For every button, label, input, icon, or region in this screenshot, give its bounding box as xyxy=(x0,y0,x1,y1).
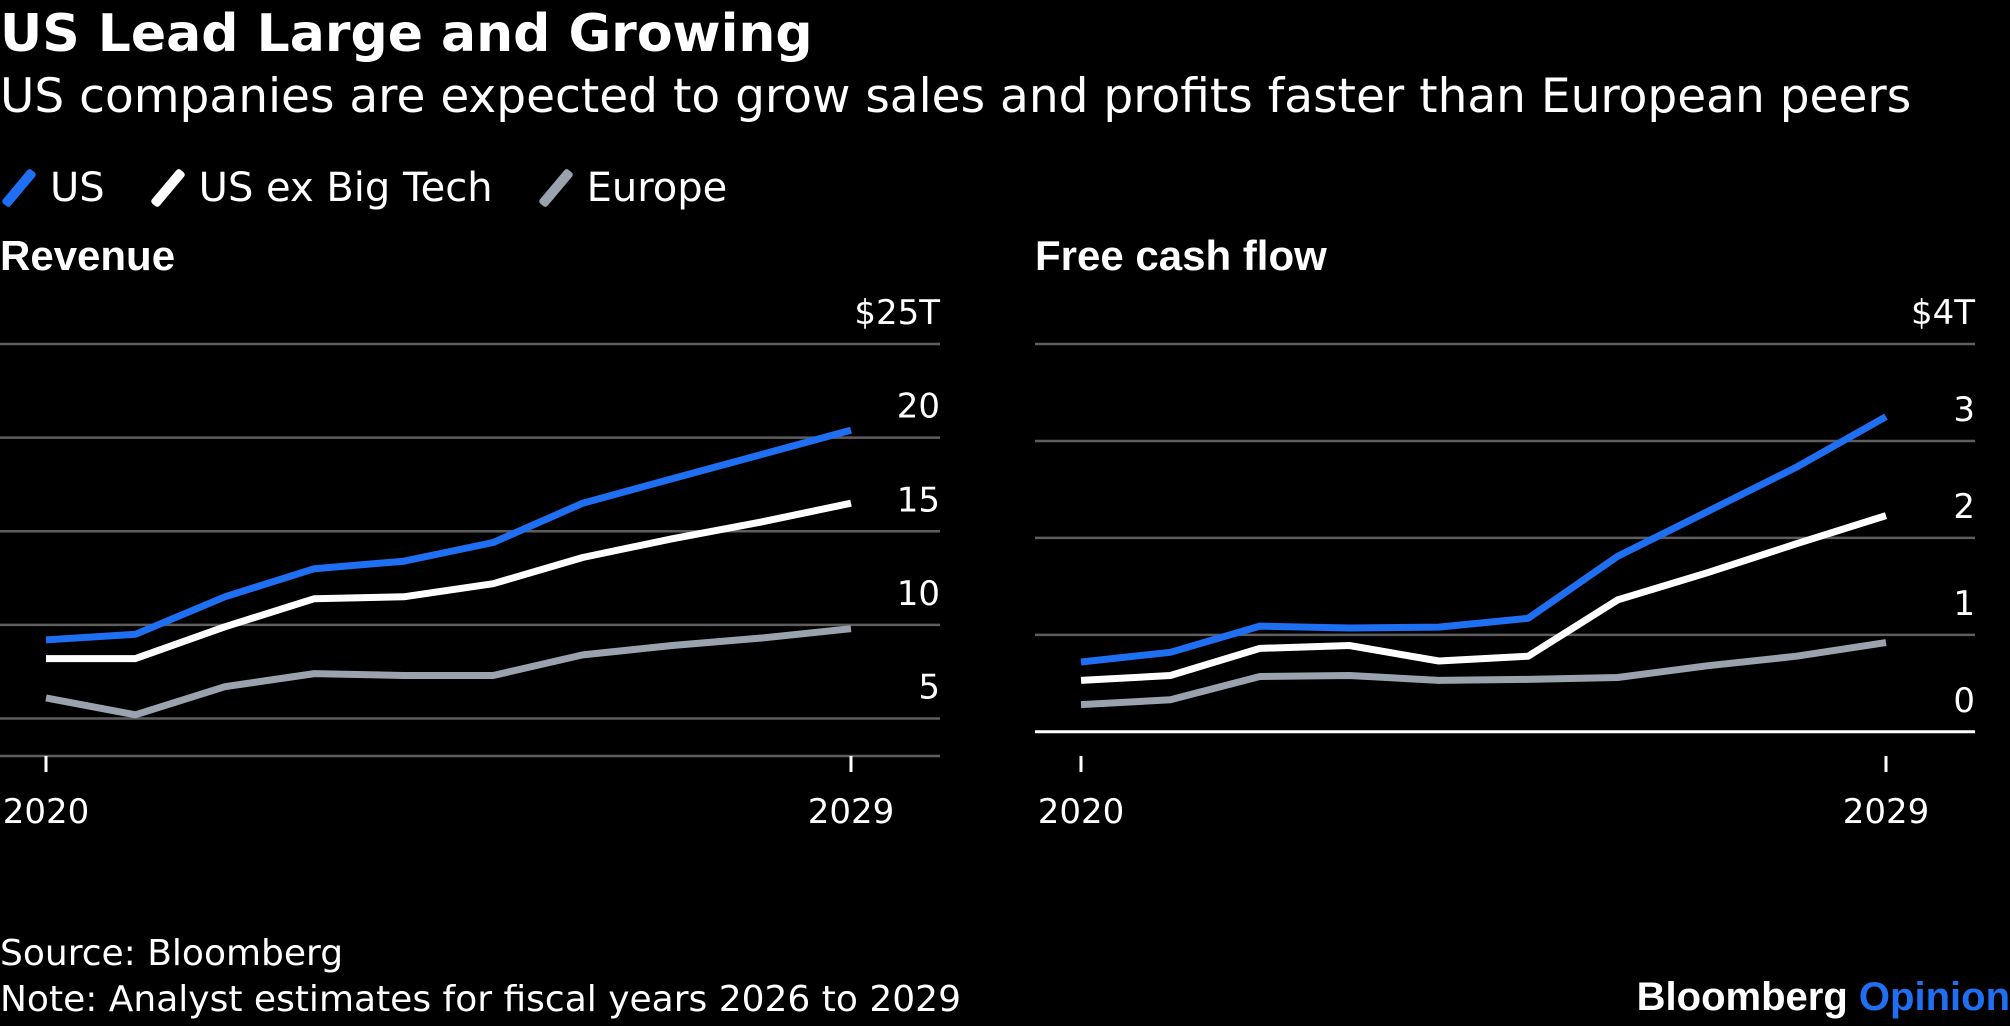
legend: US US ex Big Tech Europe xyxy=(0,160,771,216)
source-note: Source: Bloomberg xyxy=(0,933,344,974)
free-cash-flow-y-tick-label: 1 xyxy=(1953,584,1975,624)
free-cash-flow-series-line-us-ex-big-tech xyxy=(1080,512,1888,684)
revenue-x-tick-label: 2020 xyxy=(3,792,90,832)
legend-label-us-ex-big-tech: US ex Big Tech xyxy=(198,165,493,211)
free-cash-flow-y-tick-label: 3 xyxy=(1953,390,1975,430)
free-cash-flow-y-tick-label: 2 xyxy=(1953,487,1975,527)
brand-logo: Bloomberg Opinion xyxy=(1637,972,2010,1022)
free-cash-flow-y-tick-label: 0 xyxy=(1953,681,1975,721)
legend-item-europe: Europe xyxy=(537,165,728,211)
page-subtitle: US companies are expected to grow sales … xyxy=(0,69,1912,124)
revenue-series-line-europe xyxy=(45,625,852,719)
revenue-y-tick-label: 20 xyxy=(897,387,940,427)
revenue-y-tick-label: 5 xyxy=(918,668,940,708)
revenue-y-tick-label: $25T xyxy=(854,293,940,333)
free-cash-flow-series-line-us xyxy=(1080,413,1888,666)
legend-label-europe: Europe xyxy=(586,165,728,211)
free-cash-flow-y-tick-label: $4T xyxy=(1911,293,1975,333)
free-cash-flow-chart-title: Free cash flow xyxy=(1035,232,1327,279)
page-title: US Lead Large and Growing xyxy=(0,4,813,64)
revenue-series-line-us-ex-big-tech xyxy=(46,499,852,663)
free-cash-flow-x-tick-label: 2029 xyxy=(1843,792,1930,832)
legend-label-us: US xyxy=(50,165,105,211)
brand-suffix: Opinion xyxy=(1858,975,2010,1019)
legend-item-us: US xyxy=(0,165,105,211)
revenue-y-tick-label: 15 xyxy=(897,480,940,520)
free-cash-flow-series-line-europe xyxy=(1080,639,1887,709)
revenue-chart-title: Revenue xyxy=(0,232,176,279)
legend-item-us-ex-big-tech: US ex Big Tech xyxy=(149,165,493,211)
revenue-x-tick-label: 2029 xyxy=(808,792,895,832)
revenue-series-line-us xyxy=(45,426,852,644)
brand-name: Bloomberg xyxy=(1636,975,1848,1019)
free-cash-flow-x-tick-label: 2020 xyxy=(1038,792,1125,832)
analyst-note: Note: Analyst estimates for fiscal years… xyxy=(0,979,961,1020)
revenue-y-tick-label: 10 xyxy=(897,574,940,614)
